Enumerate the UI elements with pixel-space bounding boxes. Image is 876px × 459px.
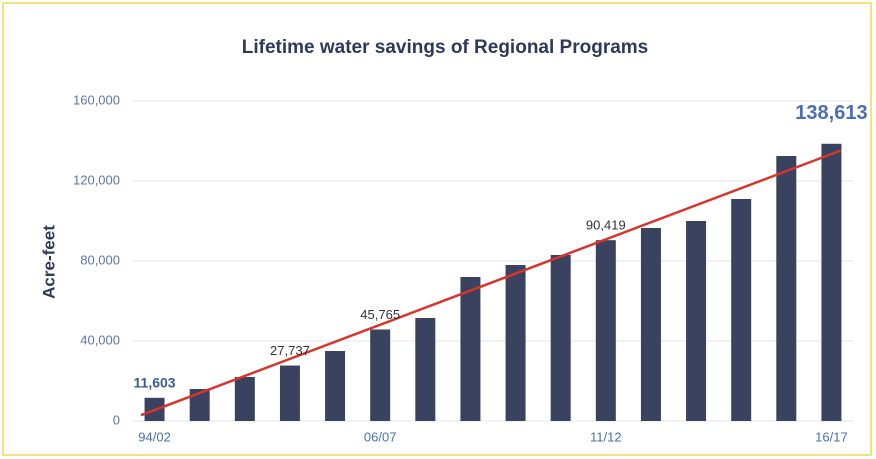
trend-line <box>140 149 841 417</box>
bar <box>686 221 707 421</box>
y-tick-label: 0 <box>113 412 120 427</box>
bar <box>325 351 346 421</box>
chart-title: Lifetime water savings of Regional Progr… <box>242 37 649 58</box>
data-label: 27,737 <box>270 343 310 358</box>
bar <box>234 377 255 421</box>
data-label: 11,603 <box>134 374 176 390</box>
bar <box>821 143 842 422</box>
x-tick-label: 16/17 <box>815 429 848 444</box>
bar <box>550 255 571 421</box>
bar <box>595 240 616 421</box>
y-tick-label: 40,000 <box>80 332 120 347</box>
bar <box>640 228 661 421</box>
bar <box>279 365 300 421</box>
y-axis-label: Acre-feet <box>39 225 58 299</box>
x-tick-label: 06/07 <box>364 429 397 444</box>
x-tick-label: 94/02 <box>138 429 171 444</box>
bar <box>415 318 436 421</box>
bar <box>460 277 481 421</box>
bar <box>189 389 210 421</box>
data-label: 45,765 <box>360 307 400 322</box>
y-tick-label: 120,000 <box>73 172 120 187</box>
y-tick-label: 160,000 <box>73 92 120 107</box>
data-label: 90,419 <box>586 218 626 233</box>
bar <box>731 199 752 421</box>
data-label: 138,613 <box>795 102 867 124</box>
y-tick-label: 80,000 <box>80 252 120 267</box>
bar <box>776 156 797 421</box>
x-tick-label: 11/12 <box>590 429 622 444</box>
bar <box>370 329 391 421</box>
bar <box>505 265 526 421</box>
